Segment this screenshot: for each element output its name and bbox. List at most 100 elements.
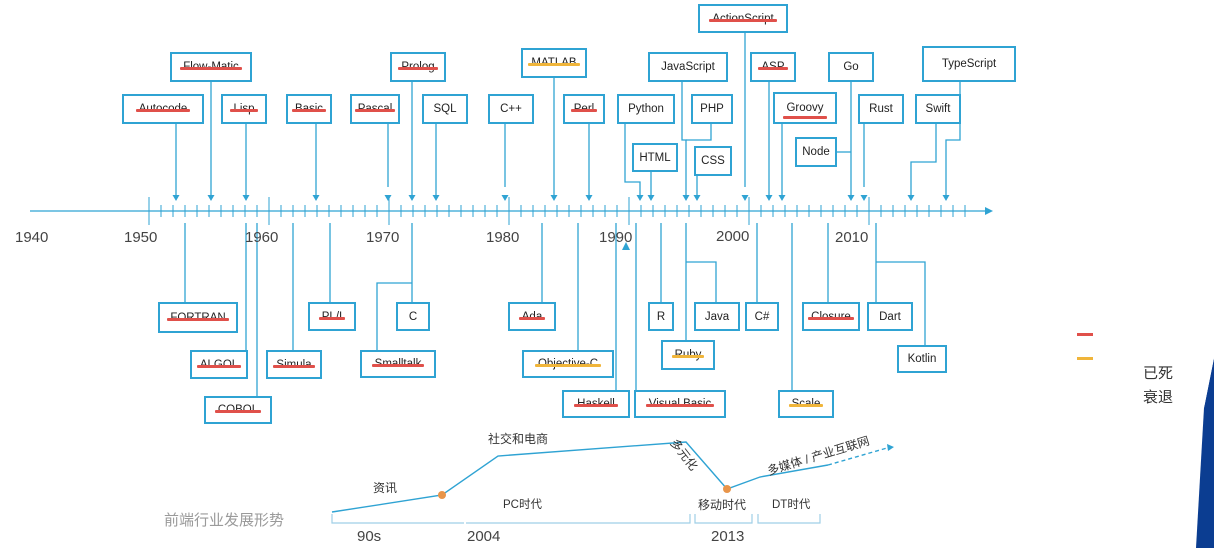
language-label: PHP: [700, 103, 724, 115]
connector-arrowhead: [765, 195, 773, 201]
language-label: Scale: [788, 398, 824, 410]
language-label: Closure: [808, 310, 854, 323]
connector-arrowhead: [312, 195, 320, 201]
language-label: Java: [704, 310, 730, 323]
decorative-corner: [1196, 351, 1214, 548]
language-box-closure: Closure: [802, 302, 860, 331]
connector-arrowhead: [778, 195, 786, 201]
language-box-typescript: TypeScript: [922, 46, 1016, 82]
legend-swatch-dead: [1077, 333, 1093, 336]
year-2010: 2010: [835, 229, 869, 246]
language-box-html: HTML: [632, 143, 678, 172]
language-box-go: Go: [828, 52, 874, 82]
language-label: ALGOL: [196, 358, 242, 371]
trend-point-2004: [438, 491, 446, 499]
language-label: Prolog: [398, 61, 438, 73]
language-box-sql: SQL: [422, 94, 468, 124]
language-box-simula: Simula: [266, 350, 322, 379]
language-box-pascal: Pascal: [350, 94, 400, 124]
axis-arrow: [985, 207, 993, 215]
language-box-fortran: FORTRAN: [158, 302, 238, 333]
language-label: Ruby: [671, 349, 705, 361]
language-box-visual-basic: Visual Basic: [634, 390, 726, 418]
trend-year-2013: 2013: [711, 528, 745, 545]
connector-arrowhead: [207, 195, 215, 201]
trend-year-2004: 2004: [467, 528, 501, 545]
trend-title: 前端行业发展形势: [164, 512, 285, 529]
language-box-scale: Scale: [778, 390, 834, 418]
language-label: FORTRAN: [167, 311, 230, 324]
language-label: CSS: [701, 155, 725, 167]
language-box-csharp: C#: [745, 302, 779, 331]
language-box-flow-matic: Flow-Matic: [170, 52, 252, 82]
language-box-asp: ASP: [750, 52, 796, 82]
language-label: R: [656, 310, 666, 323]
language-box-c: C: [396, 302, 430, 331]
connector-arrowhead: [172, 195, 180, 201]
language-box-smalltalk: Smalltalk: [360, 350, 436, 378]
connector-arrowhead: [408, 195, 416, 201]
year-1960: 1960: [245, 229, 279, 246]
year-1990: 1990: [599, 229, 633, 246]
upward-arrowheads: [622, 242, 630, 250]
era-pc: PC时代: [503, 499, 542, 511]
language-label: ActionScript: [709, 12, 778, 25]
language-label: JavaScript: [661, 61, 715, 73]
language-label: Groovy: [783, 102, 827, 119]
trend-arrow: [887, 444, 894, 451]
language-label: PL/I: [318, 310, 346, 323]
year-1950: 1950: [124, 229, 158, 246]
language-box-matlab: MATLAB: [521, 48, 587, 78]
bottom-connectors: [184, 223, 926, 396]
language-box-cobol: COBOL: [204, 396, 272, 424]
language-box-ruby: Ruby: [661, 340, 715, 370]
trend-stage-info: 资讯: [373, 481, 398, 495]
language-label: Dart: [879, 310, 901, 323]
language-label: C#: [754, 310, 770, 323]
language-label: Flow-Matic: [180, 61, 242, 73]
language-label: Go: [843, 61, 859, 73]
language-label: ASP: [758, 61, 788, 73]
language-box-pli: PL/I: [308, 302, 356, 331]
language-label: Rust: [869, 103, 893, 115]
legend-label-dead: 已死: [1143, 365, 1174, 382]
year-1970: 1970: [366, 229, 400, 246]
language-box-r: R: [648, 302, 674, 331]
connector-arrowhead: [693, 195, 701, 201]
language-box-groovy: Groovy: [773, 92, 837, 124]
language-box-javascript: JavaScript: [648, 52, 728, 82]
language-box-basic: Basic: [286, 94, 332, 124]
language-label: Haskell: [574, 398, 618, 410]
axis-ticks: [148, 197, 966, 225]
language-label: Pascal: [354, 103, 395, 115]
language-box-ada: Ada: [508, 302, 556, 331]
language-label: C: [408, 310, 418, 323]
connector-arrowhead: [501, 195, 509, 201]
language-label: Perl: [570, 103, 598, 115]
language-label: Python: [628, 103, 664, 115]
trend-stage-social: 社交和电商: [488, 432, 549, 446]
era-mobile: 移动时代: [698, 498, 747, 512]
language-label: Autocode: [135, 103, 190, 115]
legend-label-declining: 衰退: [1143, 389, 1174, 406]
connector-arrowhead: [636, 195, 644, 201]
language-label: MATLAB: [528, 57, 580, 69]
language-box-perl: Perl: [563, 94, 605, 124]
era-dt: DT时代: [772, 499, 811, 511]
language-box-python: Python: [617, 94, 675, 124]
language-box-dart: Dart: [867, 302, 913, 331]
trend-line-future: [827, 447, 888, 466]
connector-arrowhead: [432, 195, 440, 201]
language-label: Kotlin: [907, 353, 937, 365]
connector-arrowhead: [647, 195, 655, 201]
connector-arrowhead: [585, 195, 593, 201]
top-arrowheads: [172, 195, 950, 201]
trend-year-90s: 90s: [357, 528, 382, 545]
language-label: TypeScript: [941, 58, 997, 70]
year-1980: 1980: [486, 229, 520, 246]
connector-arrowhead: [384, 195, 392, 201]
language-box-cpp: C++: [488, 94, 534, 124]
language-label: Swift: [925, 103, 951, 115]
language-label: C++: [500, 103, 522, 115]
